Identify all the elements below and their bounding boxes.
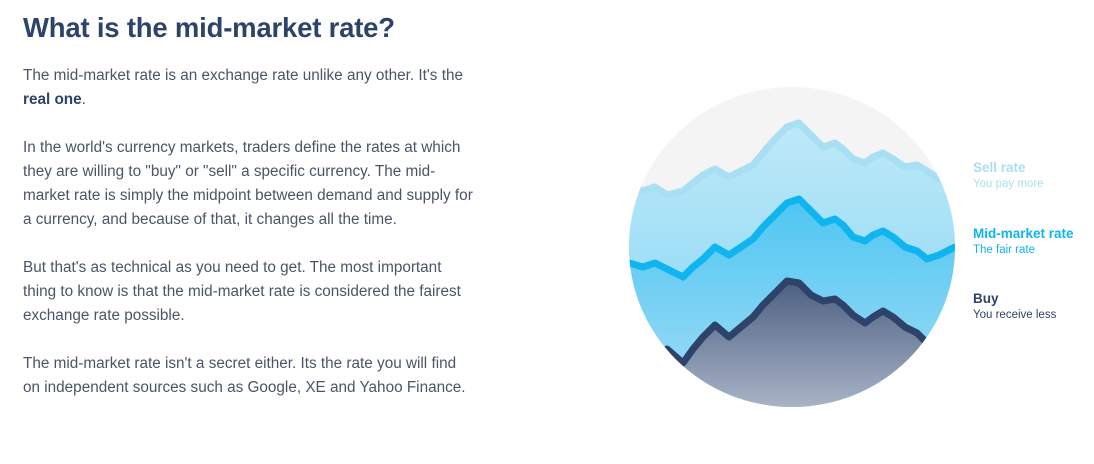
legend-sell-rate: Sell rate You pay more bbox=[973, 159, 1044, 193]
intro-text: The mid-market rate is an exchange rate … bbox=[23, 67, 463, 84]
legend-mid-subtitle: The fair rate bbox=[973, 244, 1035, 256]
legend-buy-title: Buy bbox=[973, 291, 999, 306]
legend-mid-title: Mid-market rate bbox=[973, 226, 1074, 241]
sources-paragraph: The mid-market rate isn't a secret eithe… bbox=[23, 355, 466, 396]
intro-emphasis: real one bbox=[23, 91, 82, 108]
legend-buy-rate: Buy You receive less bbox=[973, 290, 1056, 324]
mid-market-rate-illustration bbox=[629, 87, 955, 407]
mid-market-rate-line bbox=[629, 195, 955, 281]
page-title: What is the mid-market rate? bbox=[23, 12, 395, 43]
markets-paragraph: In the world's currency markets, traders… bbox=[23, 139, 473, 228]
legend-sell-title: Sell rate bbox=[973, 160, 1026, 175]
legend-sell-subtitle: You pay more bbox=[973, 178, 1044, 190]
legend-mid-market-rate: Mid-market rate The fair rate bbox=[973, 225, 1074, 259]
intro-end: . bbox=[81, 91, 86, 108]
legend-buy-subtitle: You receive less bbox=[973, 309, 1057, 321]
article-section: What is the mid-market rate? The mid-mar… bbox=[23, 8, 473, 400]
technical-paragraph: But that's as technical as you need to g… bbox=[23, 259, 461, 324]
sell-rate-line bbox=[629, 119, 955, 199]
buy-rate-line bbox=[663, 277, 931, 367]
intro-paragraph: The mid-market rate is an exchange rate … bbox=[23, 64, 473, 112]
